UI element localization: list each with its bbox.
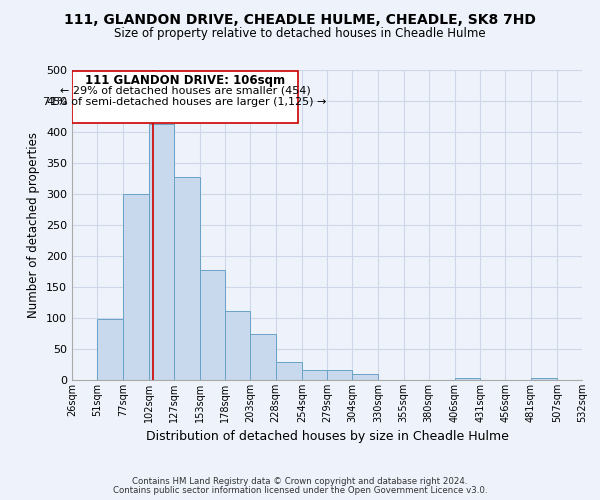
Text: 71% of semi-detached houses are larger (1,125) →: 71% of semi-detached houses are larger (… <box>43 96 326 106</box>
Bar <box>275 362 302 380</box>
Bar <box>97 319 124 380</box>
Bar <box>455 378 480 380</box>
Bar <box>124 194 149 380</box>
Bar <box>225 310 250 380</box>
Bar <box>174 176 200 380</box>
Y-axis label: Number of detached properties: Number of detached properties <box>28 132 40 318</box>
Bar <box>302 370 327 380</box>
Bar <box>352 374 379 380</box>
Bar <box>327 370 352 380</box>
Text: ← 29% of detached houses are smaller (454): ← 29% of detached houses are smaller (45… <box>59 86 310 96</box>
Text: Size of property relative to detached houses in Cheadle Hulme: Size of property relative to detached ho… <box>114 28 486 40</box>
Bar <box>250 334 275 380</box>
Text: 111, GLANDON DRIVE, CHEADLE HULME, CHEADLE, SK8 7HD: 111, GLANDON DRIVE, CHEADLE HULME, CHEAD… <box>64 12 536 26</box>
Text: Contains public sector information licensed under the Open Government Licence v3: Contains public sector information licen… <box>113 486 487 495</box>
Bar <box>200 270 225 380</box>
Text: 111 GLANDON DRIVE: 106sqm: 111 GLANDON DRIVE: 106sqm <box>85 74 285 88</box>
Bar <box>530 378 557 380</box>
Bar <box>149 124 174 380</box>
Text: Contains HM Land Registry data © Crown copyright and database right 2024.: Contains HM Land Registry data © Crown c… <box>132 477 468 486</box>
X-axis label: Distribution of detached houses by size in Cheadle Hulme: Distribution of detached houses by size … <box>146 430 508 444</box>
Bar <box>72 71 298 122</box>
